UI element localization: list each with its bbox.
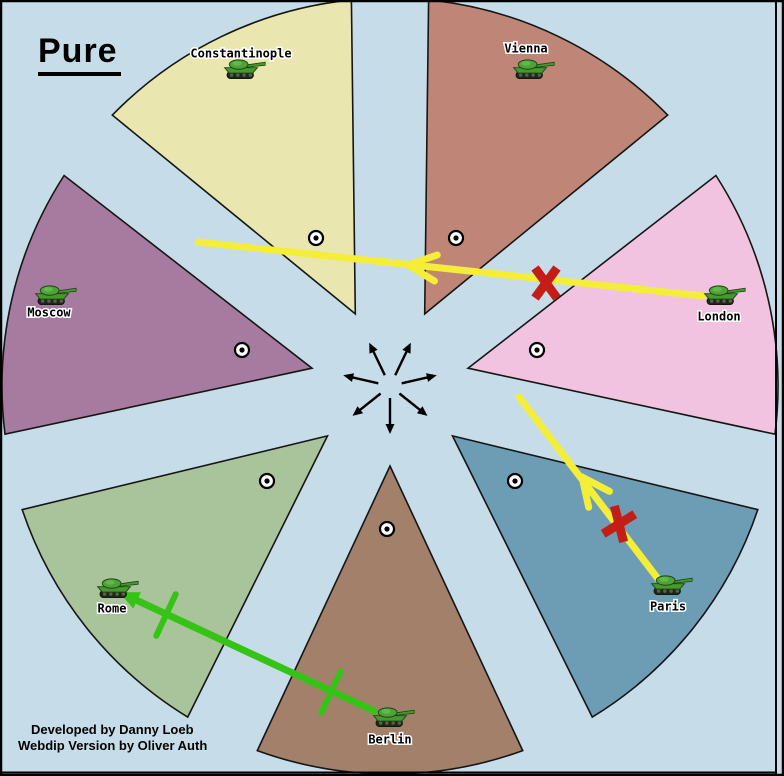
supply-center-icon-rome	[258, 472, 276, 490]
supply-center-icon-paris	[506, 472, 524, 490]
credits: Developed by Danny Loeb Webdip Version b…	[18, 722, 207, 753]
territory-label-vienna: Vienna	[504, 42, 547, 56]
territory-london[interactable]	[466, 174, 779, 436]
territory-label-london: London	[697, 310, 740, 324]
unit-tank-icon-vienna[interactable]	[512, 59, 555, 79]
supply-center-icon-berlin	[378, 520, 396, 538]
center-compass-arrow-icon	[394, 342, 411, 376]
supply-center-icon-vienna	[447, 229, 465, 247]
credit-line-2: Webdip Version by Oliver Auth	[18, 737, 208, 753]
center-compass-arrow-icon	[369, 342, 386, 376]
center-compass-arrow-icon	[385, 398, 395, 434]
territory-berlin[interactable]	[256, 464, 524, 775]
territory-moscow[interactable]	[1, 174, 314, 436]
unit-tank-icon-paris[interactable]	[650, 575, 693, 595]
territory-label-rome: Rome	[98, 602, 127, 616]
territory-vienna[interactable]	[423, 0, 669, 316]
unit-tank-icon-moscow[interactable]	[34, 285, 77, 305]
territory-constantinople[interactable]	[111, 0, 357, 316]
center-compass-arrow-icon	[401, 373, 437, 385]
territory-label-moscow: Moscow	[27, 306, 71, 320]
supply-center-icon-moscow	[233, 341, 251, 359]
map-title: Pure	[38, 32, 121, 76]
credit-line-1: Developed by Danny Loeb	[31, 722, 194, 737]
center-compass-arrow-icon	[343, 373, 379, 385]
unit-tank-icon-rome[interactable]	[96, 578, 139, 598]
order-arrow-london	[194, 238, 707, 300]
fail-mark-icon-paris	[600, 504, 638, 544]
unit-tank-icon-london[interactable]	[703, 285, 746, 305]
territory-rome[interactable]	[21, 434, 329, 719]
territory-label-paris: Paris	[650, 600, 686, 614]
fail-mark-icon-london	[531, 265, 561, 301]
order-arrow-paris	[515, 393, 666, 588]
territory-label-berlin: Berlin	[368, 733, 411, 747]
center-compass-arrow-icon	[352, 392, 382, 416]
supply-center-icon-constantinople	[307, 229, 325, 247]
territory-label-constantinople: Constantinople	[190, 47, 291, 61]
center-compass-arrow-icon	[398, 392, 428, 416]
territory-paris[interactable]	[451, 434, 759, 719]
unit-tank-icon-constantinople[interactable]	[223, 59, 266, 79]
unit-tank-icon-berlin[interactable]	[372, 707, 415, 727]
supply-center-icon-london	[528, 341, 546, 359]
